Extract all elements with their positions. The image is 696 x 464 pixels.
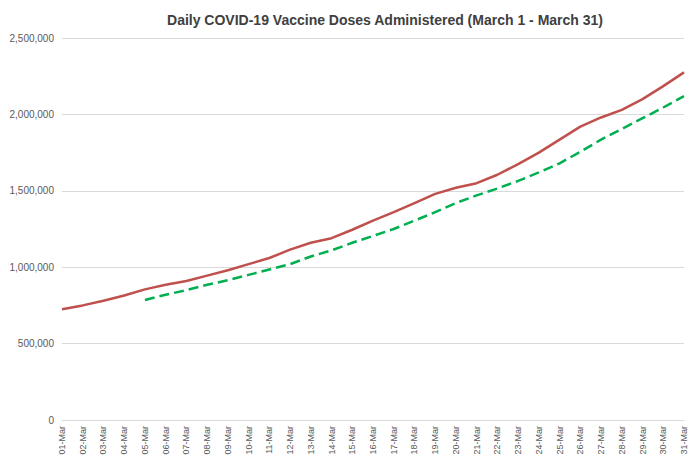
svg-text:21-Mar: 21-Mar — [472, 426, 482, 455]
svg-text:20-Mar: 20-Mar — [451, 426, 461, 455]
svg-text:1,500,000: 1,500,000 — [10, 185, 55, 196]
svg-text:28-Mar: 28-Mar — [617, 426, 627, 455]
svg-text:16-Mar: 16-Mar — [368, 426, 378, 455]
svg-text:03-Mar: 03-Mar — [98, 426, 108, 455]
svg-text:1,000,000: 1,000,000 — [10, 262, 55, 273]
svg-text:08-Mar: 08-Mar — [202, 426, 212, 455]
svg-text:06-Mar: 06-Mar — [161, 426, 171, 455]
svg-text:11-Mar: 11-Mar — [264, 426, 274, 454]
svg-text:Daily COVID-19 Vaccine Doses A: Daily COVID-19 Vaccine Doses Administere… — [167, 12, 603, 28]
svg-text:19-Mar: 19-Mar — [430, 426, 440, 455]
svg-text:10-Mar: 10-Mar — [244, 426, 254, 455]
svg-text:14-Mar: 14-Mar — [327, 426, 337, 455]
svg-text:18-Mar: 18-Mar — [409, 426, 419, 455]
svg-text:13-Mar: 13-Mar — [306, 426, 316, 455]
svg-text:29-Mar: 29-Mar — [638, 426, 648, 455]
svg-text:05-Mar: 05-Mar — [140, 426, 150, 455]
svg-text:23-Mar: 23-Mar — [513, 426, 523, 455]
svg-text:04-Mar: 04-Mar — [119, 426, 129, 455]
svg-text:31-Mar: 31-Mar — [679, 426, 689, 455]
svg-text:09-Mar: 09-Mar — [223, 426, 233, 455]
svg-text:07-Mar: 07-Mar — [181, 426, 191, 455]
svg-text:12-Mar: 12-Mar — [285, 426, 295, 455]
svg-text:15-Mar: 15-Mar — [347, 426, 357, 455]
svg-text:02-Mar: 02-Mar — [78, 426, 88, 455]
svg-text:2,000,000: 2,000,000 — [10, 109, 55, 120]
svg-text:24-Mar: 24-Mar — [534, 426, 544, 455]
svg-text:22-Mar: 22-Mar — [492, 426, 502, 455]
svg-text:27-Mar: 27-Mar — [596, 426, 606, 455]
svg-text:01-Mar: 01-Mar — [57, 426, 67, 455]
svg-text:26-Mar: 26-Mar — [575, 426, 585, 455]
svg-text:17-Mar: 17-Mar — [389, 426, 399, 455]
svg-text:500,000: 500,000 — [18, 338, 55, 349]
svg-text:2,500,000: 2,500,000 — [10, 33, 55, 44]
svg-text:25-Mar: 25-Mar — [555, 426, 565, 455]
svg-text:30-Mar: 30-Mar — [658, 426, 668, 455]
svg-text:0: 0 — [48, 415, 54, 426]
